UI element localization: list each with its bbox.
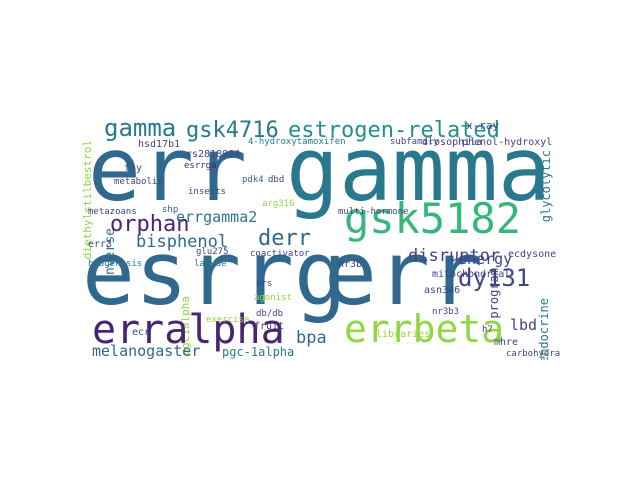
cloud-word: multi-hormone <box>338 207 409 217</box>
cloud-word: err3 <box>88 239 113 250</box>
cloud-word: err <box>88 120 247 221</box>
cloud-word: bpa <box>296 328 327 348</box>
cloud-word: metazoans <box>88 207 137 217</box>
cloud-word: gsk5182 <box>344 194 522 243</box>
cloud-filler-dots: · ·· ··· · ·· · <box>380 341 417 346</box>
cloud-word: gamma <box>104 120 177 142</box>
cloud-word: exercise <box>206 315 250 325</box>
cloud-word: esrrg <box>82 222 347 325</box>
cloud-word: ecdysone <box>508 249 557 260</box>
cloud-word: larvae <box>194 259 227 269</box>
cloud-word: pdk4 <box>242 175 264 185</box>
cloud-word: dbd <box>268 175 285 185</box>
cloud-word: ecr <box>132 327 151 338</box>
cloud-word: nrs <box>256 279 273 289</box>
cloud-word: phenol-hydroxyl <box>462 137 553 148</box>
cloud-word: gamma <box>286 120 551 221</box>
cloud-word: bisphenol <box>136 232 229 252</box>
cloud-word: pgc-1alpha <box>222 345 295 359</box>
cloud-word: errgamma2 <box>176 208 258 226</box>
cloud-word: h7 <box>482 325 493 335</box>
cloud-word: mitochondrial <box>432 269 511 280</box>
cloud-word: gsk4716 <box>186 120 279 143</box>
cloud-word: carbohydrate <box>506 349 560 359</box>
cloud-word: disruptor <box>408 246 501 266</box>
cloud-word: mhre <box>494 337 519 348</box>
cloud-word: db/db <box>256 309 284 319</box>
cloud-word: melanogaster <box>92 342 201 360</box>
cloud-word: esrrga <box>184 161 217 171</box>
cloud-filler-dots: ·· ·· · ··· ·· · <box>330 179 369 184</box>
cloud-word: hsd17b1 <box>138 139 181 150</box>
cloud-word: glu275 <box>196 247 229 257</box>
cloud-word: insects <box>188 187 226 197</box>
cloud-word: shp <box>162 205 179 215</box>
cloud-word: libraries <box>376 329 431 340</box>
cloud-word: lbd <box>510 316 538 334</box>
cloud-word: metabolic <box>114 177 163 187</box>
cloud-word: x-ray <box>466 120 500 132</box>
cloud-word: agonist <box>254 293 292 303</box>
cloud-word: nr3b <box>338 259 363 270</box>
cloud-word: rs2818964 <box>186 149 241 160</box>
cloud-word: nr3b3 <box>432 307 460 317</box>
cloud-word: coactivator <box>250 249 310 259</box>
word-cloud: diethylstilbestrol glycolytic endocrine … <box>80 120 560 360</box>
cloud-word: estrogen-related <box>288 120 500 143</box>
cloud-word: biogenesis <box>88 259 143 269</box>
cloud-word: dy131 <box>458 264 531 292</box>
cloud-word: drosophila <box>422 137 483 148</box>
cloud-word: erralpha <box>92 307 285 353</box>
cloud-word: err <box>324 222 483 325</box>
cloud-word: derr <box>258 226 311 251</box>
cloud-word: orphan <box>110 212 190 237</box>
cloud-word: 4-hydroxytamoxifen <box>248 137 346 147</box>
cloud-word: errbeta <box>344 307 505 351</box>
cloud-word: asn346 <box>424 285 461 296</box>
cloud-word: energy <box>458 250 513 268</box>
cloud-word: fly <box>124 163 143 174</box>
cloud-word: fruit <box>254 321 285 332</box>
cloud-word: arg316 <box>262 199 295 209</box>
cloud-word: subfamily <box>390 137 439 147</box>
